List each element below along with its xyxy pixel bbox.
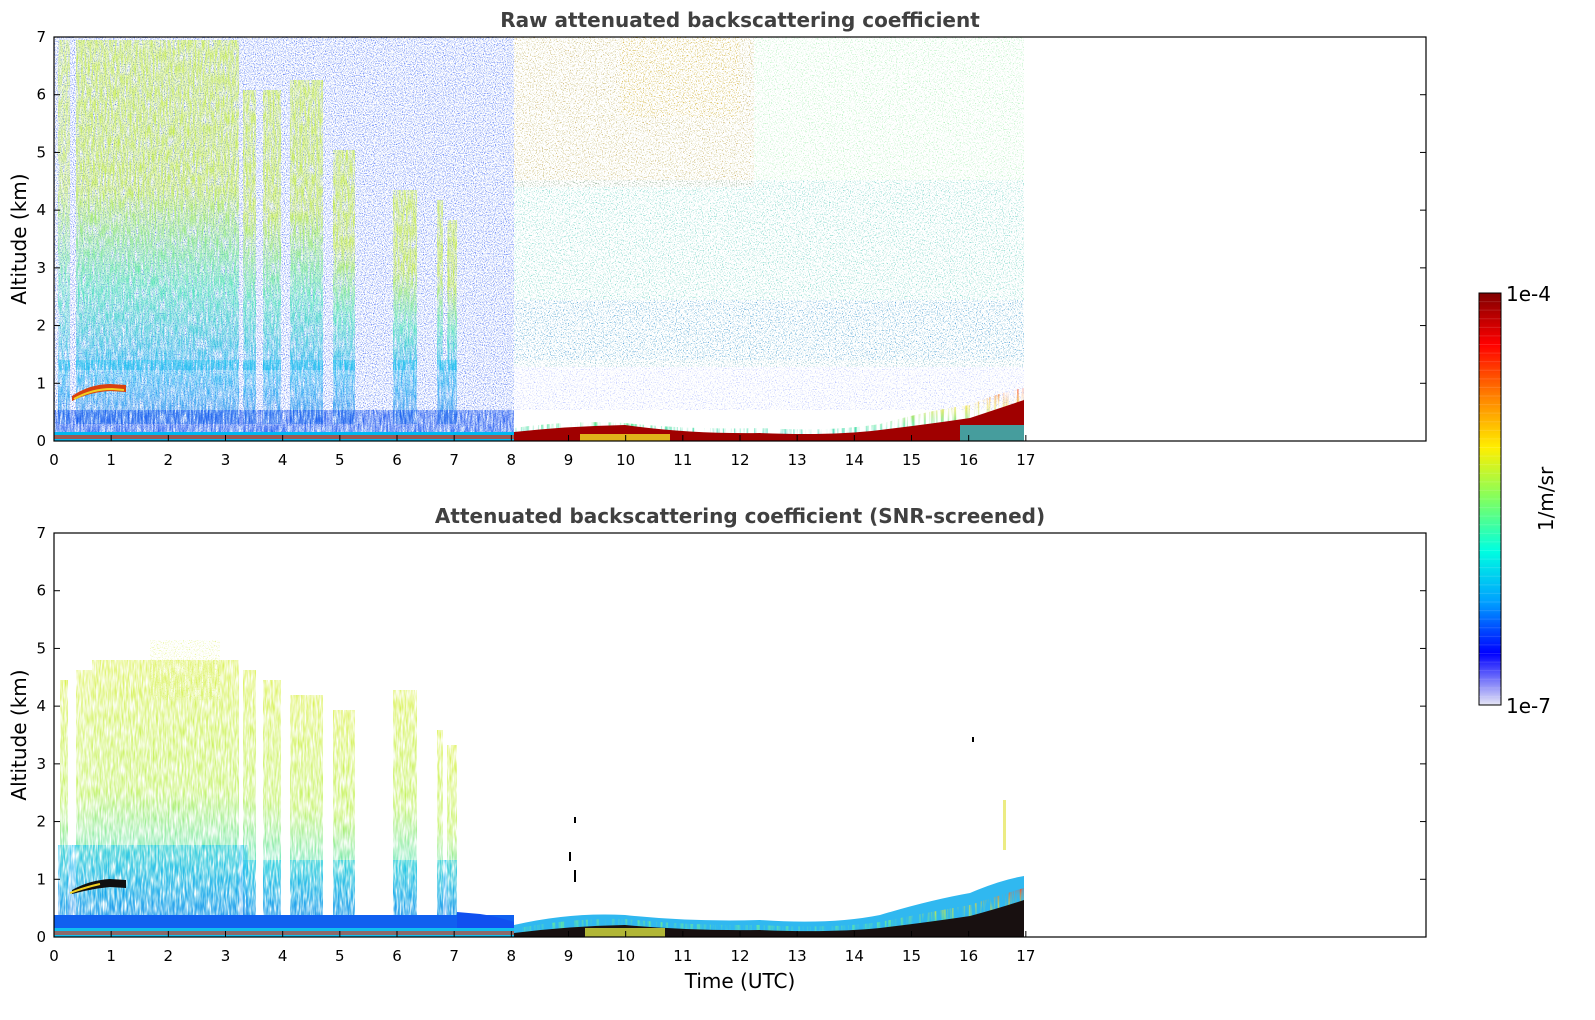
x-tick-label: 12 (730, 947, 749, 965)
y-tick-label: 1 (36, 870, 46, 888)
x-tick-label: 1 (106, 947, 116, 965)
y-tick-label: 5 (36, 639, 46, 657)
x-tick-label: 13 (788, 451, 807, 469)
panel-screened-ylabel: Altitude (km) (7, 669, 31, 800)
y-tick-label: 2 (36, 813, 46, 831)
x-tick-label: 17 (1016, 451, 1035, 469)
x-tick-label: 13 (788, 947, 807, 965)
x-tick-label: 14 (845, 947, 864, 965)
panel-raw-ylabel: Altitude (km) (7, 173, 31, 304)
y-tick-label: 5 (36, 143, 46, 161)
y-tick-label: 3 (36, 259, 46, 277)
raw-boundary-layer (54, 360, 514, 441)
x-tick-label: 1 (106, 451, 116, 469)
y-tick-label: 2 (36, 317, 46, 335)
x-tick-label: 6 (392, 947, 402, 965)
x-tick-label: 12 (730, 451, 749, 469)
y-tick-label: 3 (36, 755, 46, 773)
x-tick-label: 3 (221, 947, 231, 965)
y-tick-label: 7 (36, 28, 46, 46)
x-tick-label: 16 (959, 451, 978, 469)
x-tick-label: 0 (49, 947, 59, 965)
panel-screened-title: Attenuated backscattering coefficient (S… (435, 504, 1045, 528)
screened-boundary-layer (54, 845, 514, 937)
x-tick-label: 2 (164, 451, 174, 469)
x-tick-label: 9 (564, 451, 574, 469)
y-tick-label: 4 (36, 697, 46, 715)
x-tick-label: 17 (1016, 947, 1035, 965)
panel-screened-xlabel: Time (UTC) (684, 969, 796, 993)
x-tick-label: 15 (902, 947, 921, 965)
x-tick-label: 11 (673, 947, 692, 965)
y-tick-label: 1 (36, 374, 46, 392)
x-tick-label: 5 (335, 451, 345, 469)
x-tick-label: 10 (616, 451, 635, 469)
y-tick-label: 0 (36, 928, 46, 946)
y-tick-label: 6 (36, 86, 46, 104)
x-tick-label: 7 (449, 451, 459, 469)
x-tick-label: 0 (49, 451, 59, 469)
y-tick-label: 7 (36, 524, 46, 542)
panel-raw-heatmap (54, 37, 1024, 441)
panel-screened-heatmap (54, 640, 1024, 937)
x-tick-label: 4 (278, 947, 288, 965)
x-tick-label: 11 (673, 451, 692, 469)
colorbar-unit-label: 1/m/sr (1534, 466, 1558, 531)
screened-aerosol-layer (72, 879, 126, 894)
colorbar-max-label: 1e-4 (1506, 282, 1551, 306)
colorbar-gradient (1478, 292, 1502, 706)
colorbar-bands (1479, 301, 1501, 697)
y-tick-label: 0 (36, 432, 46, 450)
x-tick-label: 9 (564, 947, 574, 965)
screened-surface-layer (514, 737, 1024, 937)
x-tick-label: 15 (902, 451, 921, 469)
panel-raw-title: Raw attenuated backscattering coefficien… (500, 8, 980, 32)
x-tick-label: 5 (335, 947, 345, 965)
x-tick-label: 4 (278, 451, 288, 469)
panel-screened-frame (53, 532, 1427, 938)
colorbar: 1e-4 1e-7 1/m/sr (1478, 282, 1558, 718)
x-tick-label: 16 (959, 947, 978, 965)
x-tick-label: 8 (507, 451, 517, 469)
raw-residual-layer (58, 40, 457, 370)
x-tick-label: 2 (164, 947, 174, 965)
x-tick-label: 10 (616, 947, 635, 965)
panel-raw: Raw attenuated backscattering coefficien… (7, 8, 1427, 469)
x-tick-label: 7 (449, 947, 459, 965)
x-tick-label: 6 (392, 451, 402, 469)
colorbar-min-label: 1e-7 (1506, 694, 1551, 718)
x-tick-label: 8 (507, 947, 517, 965)
x-tick-label: 14 (845, 451, 864, 469)
y-tick-label: 6 (36, 582, 46, 600)
panel-screened: Attenuated backscattering coefficient (S… (7, 504, 1427, 993)
x-tick-label: 3 (221, 451, 231, 469)
raw-surface-layer (514, 388, 1024, 441)
y-tick-label: 4 (36, 201, 46, 219)
